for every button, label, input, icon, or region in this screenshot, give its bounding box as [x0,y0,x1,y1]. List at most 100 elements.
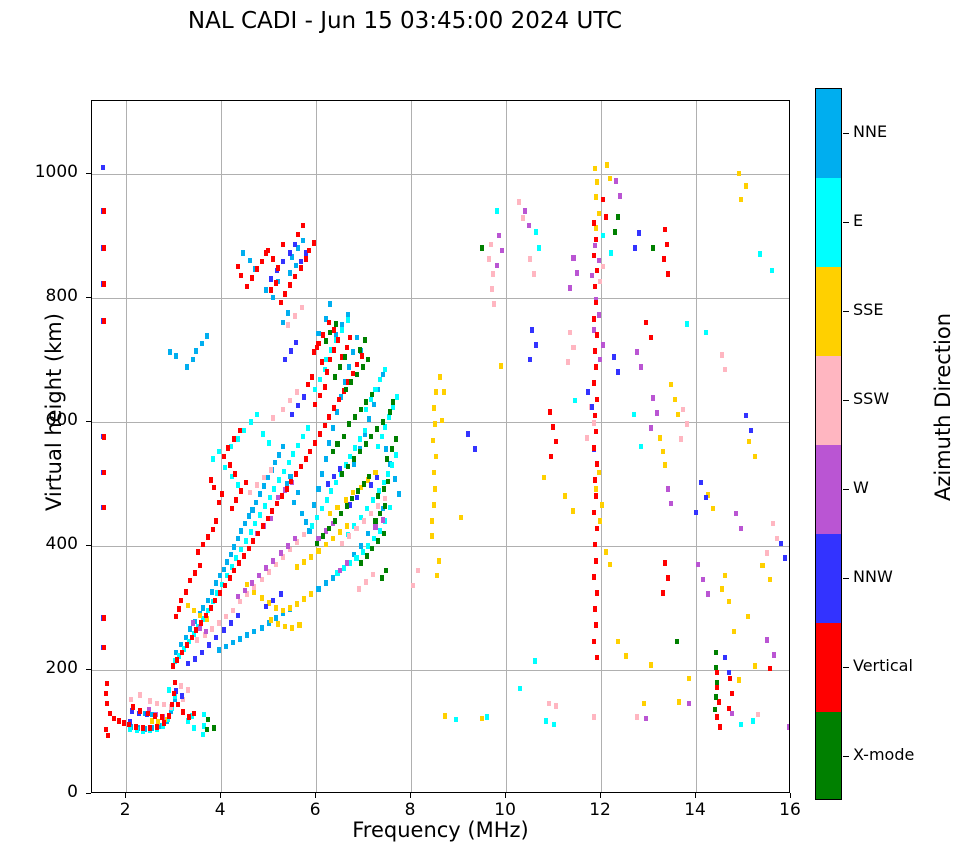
data-point [311,240,316,246]
data-point [458,514,463,521]
data-point [303,256,308,262]
data-point [162,720,167,727]
data-point [531,271,536,277]
data-point [247,257,252,264]
data-point [289,478,294,485]
data-point [273,615,278,621]
data-point [313,401,318,408]
data-point [530,327,535,333]
data-point [755,711,760,718]
data-point [105,680,110,687]
data-point [174,688,179,694]
data-point [720,586,725,593]
data-point [305,425,310,431]
data-point [340,540,345,547]
colorbar-segment-x-mode [816,712,841,799]
data-point [269,515,274,522]
data-point [288,270,293,276]
data-point [615,214,620,220]
data-point [375,493,380,499]
data-point [665,575,670,581]
data-point [203,628,208,635]
data-point [259,576,264,583]
data-point [317,431,322,437]
data-point [329,346,334,353]
y-tick [86,668,91,670]
data-point [648,334,653,341]
data-point [280,241,285,248]
data-point [731,628,737,635]
data-point [131,704,136,710]
data-point [262,503,267,509]
data-point [272,485,277,492]
data-point [354,361,359,368]
data-point [271,256,276,262]
data-point [348,334,353,341]
data-point [720,351,725,358]
data-point [319,471,324,477]
y-tick [86,793,91,794]
data-point [260,523,265,529]
data-point [361,481,366,487]
data-point [258,512,263,518]
data-point [283,623,288,630]
data-point [378,510,383,517]
data-point [669,500,674,507]
data-point [354,525,359,532]
data-point [301,394,306,400]
data-point [234,555,239,562]
data-point [346,379,351,385]
data-point [220,490,225,497]
data-point [658,435,663,441]
data-point [387,504,392,511]
data-point [439,417,444,424]
data-point [266,600,271,606]
data-point [254,266,259,272]
data-point [593,541,598,548]
data-point [290,624,295,631]
data-point [542,474,547,481]
data-point [292,535,297,542]
data-point [176,701,181,708]
data-point [298,463,303,470]
data-point [342,354,347,361]
x-tick [790,793,791,798]
data-point [550,423,555,430]
data-point [210,526,215,533]
colorbar-label-w: W [853,477,869,497]
data-point [750,717,756,724]
data-point [205,597,210,604]
data-point [251,538,256,544]
data-point [357,448,362,455]
data-point [347,364,352,370]
data-point [701,576,706,583]
data-point [285,543,290,549]
data-point [397,490,402,497]
gridline-horizontal [92,545,789,547]
data-point [252,588,257,595]
data-point [239,272,244,279]
y-tick [86,296,91,298]
data-point [595,179,600,186]
data-point [355,488,360,495]
data-point [366,543,371,549]
data-point [633,245,638,251]
data-point [105,700,110,707]
data-point [767,665,772,672]
data-point [267,494,272,501]
data-point [193,570,198,576]
data-point [174,353,179,359]
data-point [269,467,274,473]
data-point [101,504,106,511]
data-point [145,710,150,717]
data-point [382,495,387,502]
data-point [291,451,296,457]
data-point [327,413,332,420]
data-point [485,714,490,720]
data-point [332,405,337,411]
data-point [332,473,337,480]
data-point [644,715,649,722]
data-point [254,499,259,506]
data-point [264,603,269,610]
data-point [253,520,258,527]
